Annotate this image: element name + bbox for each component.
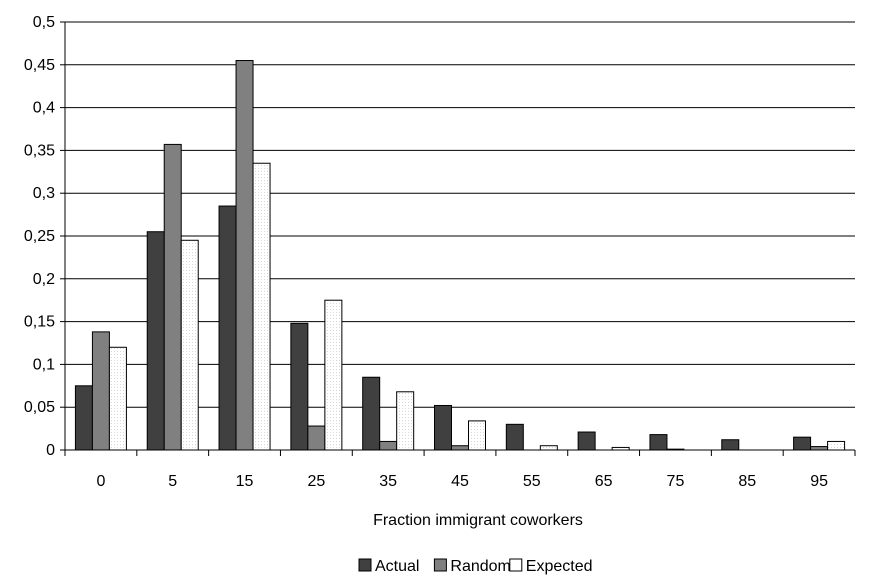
legend-swatch-actual	[358, 558, 372, 572]
bar-expected-55	[539, 445, 558, 451]
y-tick-label: 0,5	[33, 14, 55, 31]
bar-actual-25	[290, 322, 309, 451]
bar-random-15	[235, 60, 254, 451]
bar-actual-95	[793, 436, 812, 451]
x-tick-label: 75	[667, 473, 685, 490]
x-tick-label: 0	[96, 473, 105, 490]
bar-expected-0	[108, 346, 127, 451]
bar-actual-5	[146, 231, 165, 451]
bars	[74, 60, 846, 451]
legend-label-random: Random	[450, 558, 510, 575]
bar-actual-55	[505, 423, 524, 451]
legend-swatch-random	[433, 558, 447, 572]
y-tick-label: 0,05	[24, 399, 55, 416]
y-tick-label: 0,3	[33, 185, 55, 202]
x-tick-label: 35	[379, 473, 397, 490]
legend-label-actual: Actual	[375, 558, 419, 575]
y-tick-label: 0,45	[24, 57, 55, 74]
bar-random-25	[307, 425, 326, 451]
y-tick-label: 0,2	[33, 271, 55, 288]
x-tick-label: 95	[810, 473, 828, 490]
bar-expected-35	[396, 391, 415, 451]
x-tick-label: 45	[451, 473, 469, 490]
bar-random-35	[379, 440, 398, 451]
bar-expected-95	[827, 440, 846, 451]
y-tick-label: 0,4	[33, 100, 55, 117]
bar-actual-65	[577, 431, 596, 451]
bar-expected-25	[324, 299, 343, 451]
bar-actual-85	[721, 439, 740, 451]
legend: Actual Random Expected	[358, 558, 593, 575]
bar-actual-75	[649, 434, 668, 451]
x-tick-label: 5	[168, 473, 177, 490]
x-tick-label: 65	[595, 473, 613, 490]
x-tick-label: 55	[523, 473, 541, 490]
bar-expected-45	[468, 420, 486, 451]
bar-actual-45	[434, 404, 452, 451]
bar-expected-15	[252, 162, 271, 451]
bar-random-0	[91, 331, 110, 451]
x-tick-label: 25	[307, 473, 325, 490]
y-tick-label: 0,15	[24, 314, 55, 331]
bar-random-45	[451, 445, 469, 451]
y-tick-label: 0,1	[33, 356, 55, 373]
legend-swatch-expected	[509, 558, 523, 572]
y-tick-labels: 0 0,05 0,1 0,15 0,2 0,25 0,3 0,35 0,4 0,45 0,5	[24, 14, 55, 459]
bar-random-5	[163, 143, 182, 451]
x-tick-labels: 0 5 15 25 35 45 55 65 75 85 95	[96, 473, 828, 490]
bar-actual-35	[362, 376, 381, 451]
bar-actual-0	[74, 385, 93, 451]
legend-label-expected: Expected	[526, 558, 593, 575]
bar-random-95	[810, 446, 829, 451]
x-tick-label: 15	[236, 473, 254, 490]
y-tick-label: 0,35	[24, 142, 55, 159]
y-tick-label: 0	[46, 442, 55, 459]
axes	[64, 22, 856, 456]
x-axis-title: Fraction immigrant coworkers	[373, 512, 583, 529]
y-tick-label: 0,25	[24, 228, 55, 245]
bar-expected-5	[180, 239, 199, 451]
x-tick-label: 85	[738, 473, 756, 490]
bar-actual-15	[218, 205, 237, 451]
